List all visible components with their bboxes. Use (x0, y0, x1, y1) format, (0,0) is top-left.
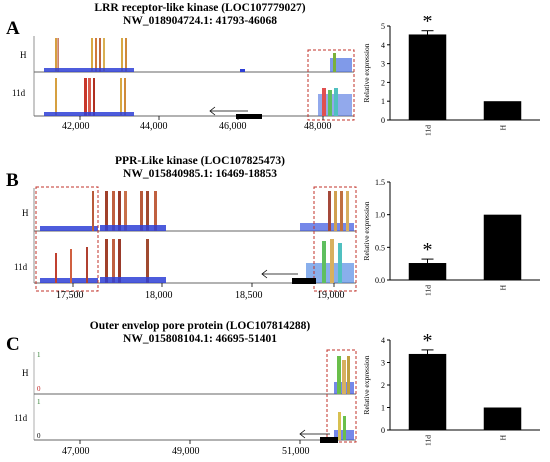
y-tick-label: 3 (381, 359, 385, 368)
y-tick-label: 5 (381, 22, 385, 31)
x-tick-label: 49,000 (172, 446, 200, 457)
highlight-box-right (313, 186, 357, 292)
y-tick-label: 1.5 (375, 178, 385, 187)
y-tick-label: 0 (381, 116, 385, 125)
x-category-label: 11d (424, 285, 433, 296)
track-11d-peaks (44, 78, 352, 116)
y-tick-label: 2 (381, 381, 385, 390)
y-tick-label: 4 (381, 41, 385, 50)
track-label-11d: 11d (12, 88, 26, 98)
bar (483, 407, 522, 430)
gene-model (236, 114, 262, 119)
track-label-h: H (20, 50, 27, 60)
x-category-label: H (499, 434, 508, 440)
y-tick-label: 1.0 (375, 211, 385, 220)
x-tick-label: 48,000 (304, 121, 332, 132)
y-tick-label: 2 (381, 78, 385, 87)
scale-label: 1 (37, 351, 41, 359)
y-tick-label: 0.0 (375, 276, 385, 285)
significance-star: * (423, 330, 433, 352)
panel-b-bar-chart: 0.0 0.5 1.0 1.5 Relative expression * 11d H (362, 178, 540, 296)
track-label-h: H (22, 208, 29, 218)
x-tick-label: 19,000 (317, 290, 345, 301)
panel-letter-b: B (6, 170, 19, 191)
x-category-label: 11d (424, 125, 433, 136)
y-tick-label: 3 (381, 60, 385, 69)
x-tick-label: 18,000 (145, 290, 173, 301)
panel-a-subtitle: NW_018904724.1: 41793-46068 (123, 15, 277, 27)
panel-c-title: Outer envelop pore protein (LOC107814288… (89, 320, 311, 332)
panel-c-bar-chart: 0 1 2 3 4 Relative expression * 11d H (362, 330, 540, 446)
track-11d-peaks (334, 412, 354, 440)
track-h-peaks (334, 356, 354, 394)
y-axis-label: Relative expression (362, 355, 371, 414)
y-tick-label: 0 (381, 426, 385, 435)
track-h-peaks (40, 191, 354, 231)
y-axis-label: Relative expression (362, 201, 371, 260)
x-tick-label: 47,000 (62, 446, 90, 457)
y-tick-label: 4 (381, 336, 385, 345)
panel-c-coverage-tracks (33, 349, 357, 444)
panel-letter-c: C (6, 334, 20, 355)
track-11d-peaks (40, 239, 354, 283)
panel-a-coverage-tracks (33, 36, 355, 121)
x-tick-label: 17,500 (56, 290, 84, 301)
y-tick-label: 0.5 (375, 243, 385, 252)
highlight-box (326, 349, 357, 443)
significance-star: * (423, 239, 433, 261)
x-category-label: H (499, 124, 508, 130)
panel-b-coverage-tracks (33, 186, 357, 292)
track-label-11d: 11d (14, 413, 28, 423)
track-label-11d: 11d (14, 262, 28, 272)
x-tick-label: 42,000 (62, 121, 90, 132)
panel-a-title: LRR receptor-like kinase (LOC107779027) (94, 2, 306, 14)
bar (483, 214, 522, 280)
scale-label: 0 (37, 385, 41, 393)
x-category-label: 11d (424, 435, 433, 446)
bar (483, 101, 522, 120)
bar (408, 34, 447, 120)
x-tick-label: 51,000 (282, 446, 310, 457)
panel-b-subtitle: NW_015840985.1: 16469-18853 (123, 168, 277, 180)
bar (408, 263, 447, 280)
highlight-box-left (35, 186, 99, 292)
gene-model (292, 278, 316, 284)
x-category-label: H (499, 284, 508, 290)
track-label-h: H (22, 368, 29, 378)
x-tick-label: 18,500 (235, 290, 263, 301)
panel-letter-a: A (6, 18, 20, 39)
x-tick-label: 44,000 (140, 121, 168, 132)
track-h-peaks (44, 38, 352, 72)
panel-c-subtitle: NW_015808104.1: 46695-51401 (123, 333, 277, 345)
y-axis-label: Relative expression (362, 43, 371, 102)
highlight-box (307, 49, 355, 121)
scale-label: 1 (37, 398, 41, 406)
significance-star: * (423, 16, 433, 33)
gene-model (320, 437, 338, 443)
scale-label: 0 (37, 432, 41, 440)
panel-b-title: PPR-Like kinase (LOC107825473) (115, 155, 285, 167)
bar (408, 353, 447, 430)
panel-a-bar-chart: 0 1 2 3 4 5 Relative expression * 11d H (362, 16, 540, 136)
x-tick-label: 46,000 (219, 121, 247, 132)
y-tick-label: 1 (381, 404, 385, 413)
y-tick-label: 1 (381, 97, 385, 106)
